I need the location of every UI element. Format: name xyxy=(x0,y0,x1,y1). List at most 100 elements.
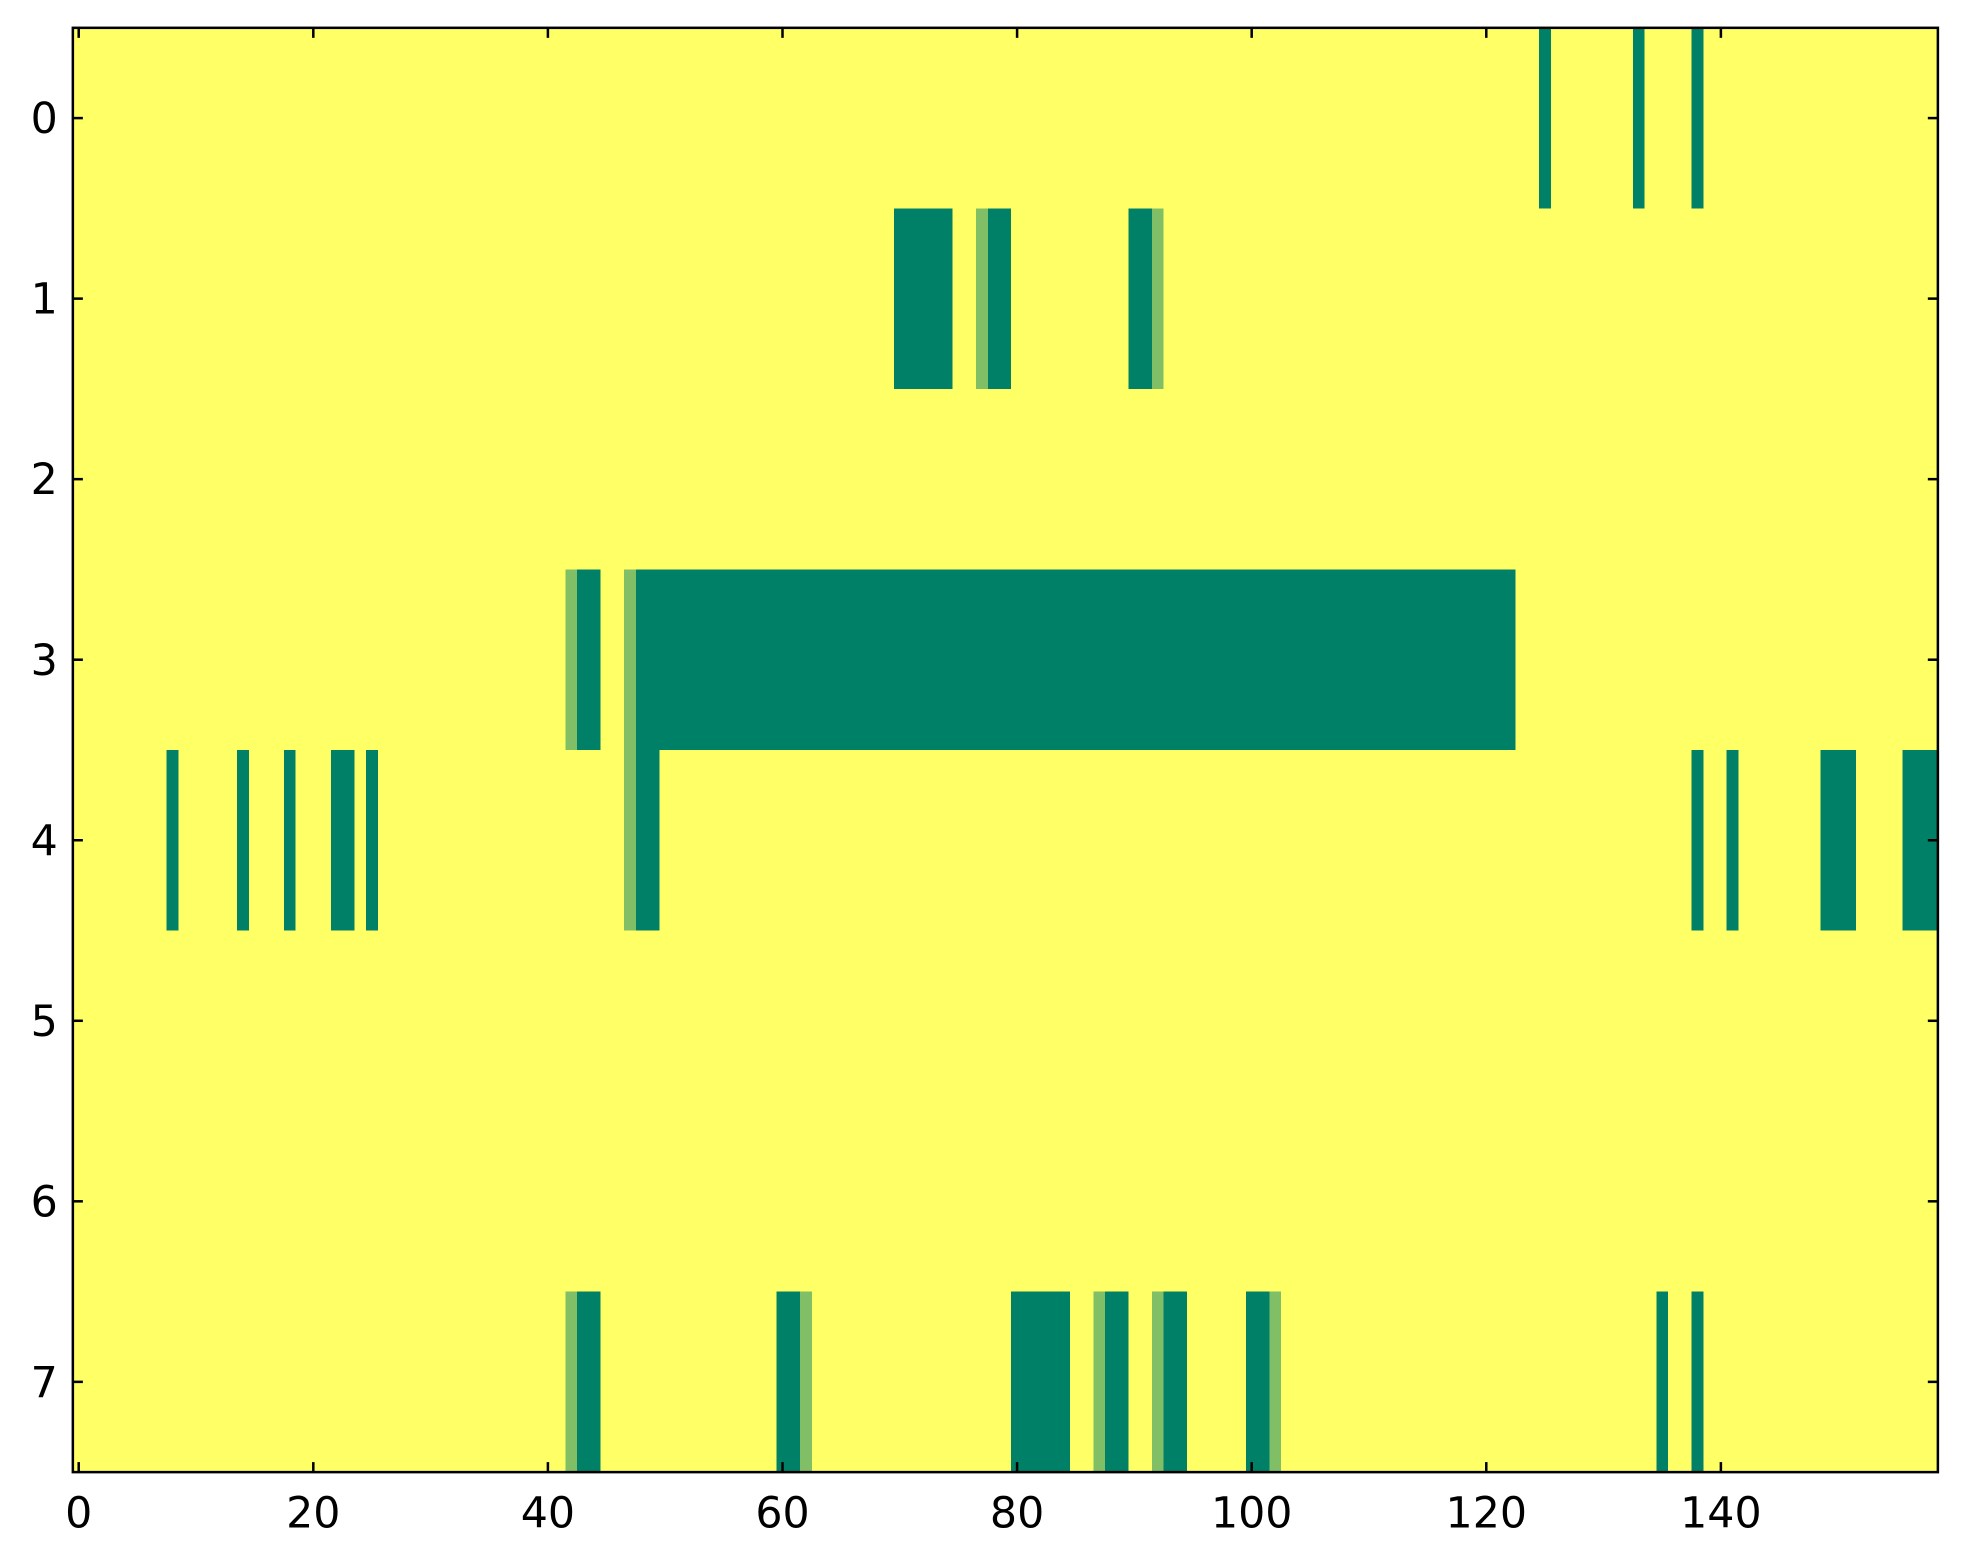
heatmap-cell xyxy=(870,1111,883,1293)
heatmap-cell xyxy=(518,749,531,932)
heatmap-cell xyxy=(1081,1111,1094,1293)
heatmap-cell xyxy=(835,749,848,932)
heatmap-cell xyxy=(119,27,132,209)
heatmap-cell xyxy=(108,1111,121,1293)
heatmap-cell xyxy=(635,27,649,209)
heatmap-cell xyxy=(506,930,520,1112)
heatmap-cell xyxy=(96,1291,109,1473)
heatmap-cell xyxy=(835,1111,848,1293)
heatmap-cell xyxy=(940,569,954,751)
heatmap-cell xyxy=(542,388,555,570)
heatmap-cell xyxy=(1245,1291,1259,1473)
x-tick-label: 80 xyxy=(990,1488,1044,1538)
heatmap-cell xyxy=(143,749,156,932)
heatmap-cell xyxy=(506,1111,520,1293)
heatmap-cell xyxy=(248,569,262,751)
heatmap-cell xyxy=(354,569,367,751)
heatmap-cell xyxy=(1011,388,1024,570)
heatmap-cell xyxy=(377,569,391,751)
heatmap-cell xyxy=(1281,749,1294,932)
heatmap-cell xyxy=(987,388,1000,570)
heatmap-cell xyxy=(1210,749,1223,932)
heatmap-cell xyxy=(530,749,543,932)
heatmap-cell xyxy=(1562,1291,1575,1473)
heatmap-cell xyxy=(1175,749,1188,932)
heatmap-cell xyxy=(647,208,660,390)
heatmap-cell xyxy=(847,930,860,1112)
heatmap-cell xyxy=(835,930,848,1112)
heatmap-cell xyxy=(1386,208,1399,390)
heatmap-cell xyxy=(1234,930,1247,1112)
heatmap-cell xyxy=(1527,1291,1540,1473)
heatmap-cell xyxy=(166,930,179,1112)
heatmap-cell xyxy=(870,27,883,209)
x-tick-label: 60 xyxy=(755,1488,809,1538)
heatmap-cell xyxy=(542,1291,555,1473)
heatmap-cell xyxy=(553,749,566,932)
heatmap-cell xyxy=(1785,930,1798,1112)
heatmap-cell xyxy=(495,569,508,751)
heatmap-cell xyxy=(553,930,566,1112)
heatmap-cell xyxy=(1668,208,1681,390)
heatmap-cell xyxy=(893,208,907,390)
heatmap-cell xyxy=(987,27,1000,209)
heatmap-cell xyxy=(1151,388,1165,570)
heatmap-cell xyxy=(401,208,414,390)
heatmap-cell xyxy=(999,930,1012,1112)
heatmap-cell xyxy=(600,1111,613,1293)
heatmap-cell xyxy=(671,1291,684,1473)
heatmap-cell xyxy=(823,569,836,751)
heatmap-cell xyxy=(1585,930,1599,1112)
heatmap-cell xyxy=(1656,1291,1669,1473)
heatmap-cell xyxy=(870,388,883,570)
heatmap-cell xyxy=(260,388,273,570)
heatmap-cell xyxy=(588,569,602,751)
heatmap-cell xyxy=(1292,1291,1305,1473)
heatmap-cell xyxy=(1269,569,1282,751)
heatmap-cell xyxy=(1234,749,1247,932)
heatmap-cell xyxy=(940,27,954,209)
heatmap-cell xyxy=(1198,208,1212,390)
heatmap-cell xyxy=(940,208,954,390)
heatmap-cell xyxy=(307,749,320,932)
heatmap-cell xyxy=(448,27,461,209)
heatmap-cell xyxy=(553,569,566,751)
heatmap-cell xyxy=(882,930,895,1112)
heatmap-cell xyxy=(1105,27,1118,209)
heatmap-cell xyxy=(1105,749,1118,932)
heatmap-cell xyxy=(1621,569,1634,751)
heatmap-cell xyxy=(1527,930,1540,1112)
heatmap-cell xyxy=(764,930,778,1112)
heatmap-cell xyxy=(1339,1291,1352,1473)
heatmap-cell xyxy=(1785,27,1798,209)
heatmap-cell xyxy=(1738,1291,1751,1473)
heatmap-cell xyxy=(1679,749,1693,932)
heatmap-cell xyxy=(413,569,426,751)
heatmap-cell xyxy=(389,930,402,1112)
heatmap-cell xyxy=(694,569,707,751)
heatmap-cell xyxy=(283,388,297,570)
heatmap-cell xyxy=(1609,569,1622,751)
heatmap-cell xyxy=(1597,27,1610,209)
heatmap-cell xyxy=(1703,569,1716,751)
heatmap-cell xyxy=(237,569,250,751)
heatmap-cell xyxy=(1034,388,1047,570)
heatmap-cell xyxy=(929,1291,942,1473)
heatmap-cell xyxy=(682,749,696,932)
heatmap-cell xyxy=(1093,208,1106,390)
heatmap-cell xyxy=(788,1291,801,1473)
heatmap-cell xyxy=(811,930,825,1112)
heatmap-cell xyxy=(999,388,1012,570)
heatmap-cell xyxy=(1703,1111,1716,1293)
heatmap-cell xyxy=(647,749,660,932)
heatmap-cell xyxy=(471,569,484,751)
heatmap-cell xyxy=(706,930,719,1112)
heatmap-cell xyxy=(1339,749,1352,932)
heatmap-cell xyxy=(154,208,168,390)
heatmap-cell xyxy=(741,208,754,390)
heatmap-cell xyxy=(248,1111,262,1293)
heatmap-cell xyxy=(1539,1291,1552,1473)
heatmap-cell xyxy=(741,1291,754,1473)
heatmap-cell xyxy=(1116,1111,1130,1293)
heatmap-cell xyxy=(1316,930,1329,1112)
